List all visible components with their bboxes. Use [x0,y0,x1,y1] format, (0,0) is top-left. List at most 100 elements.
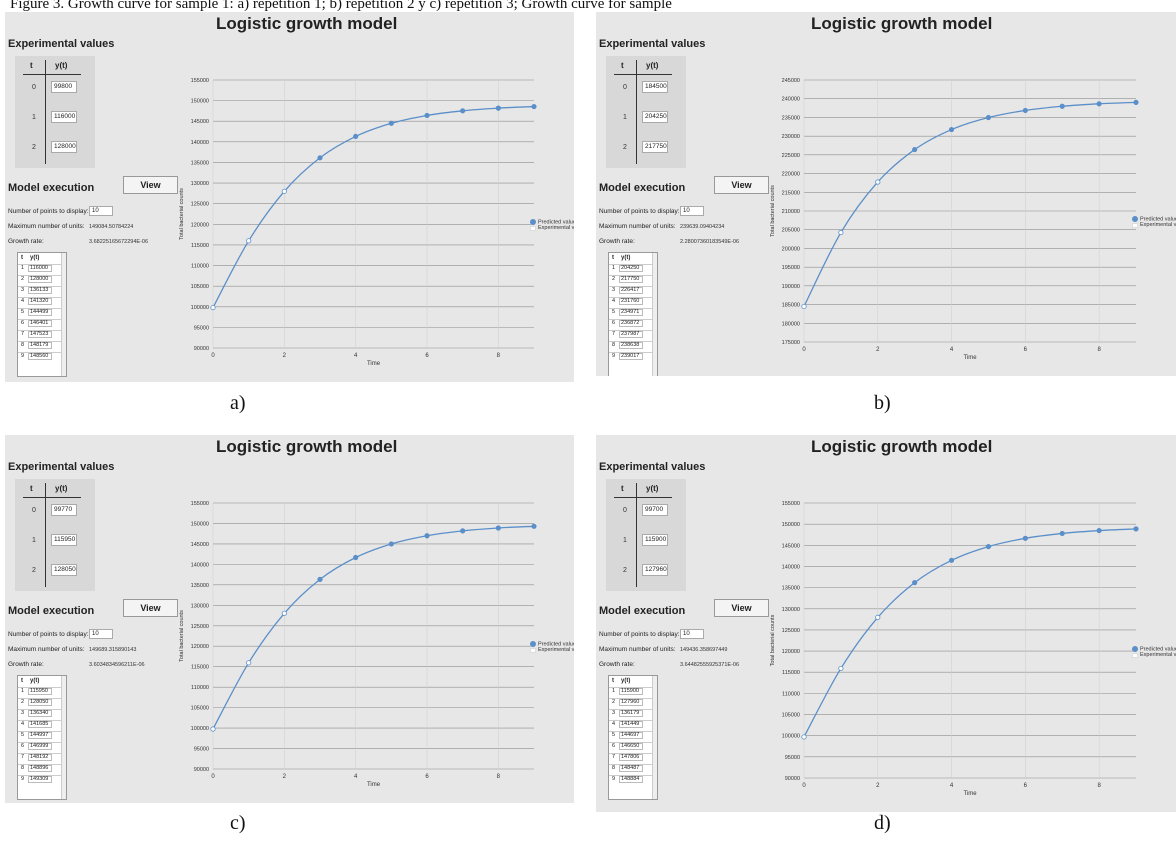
row-y-value: 115950 [28,688,52,695]
results-table[interactable]: t y(t) 1 116000 2 128000 3 136133 4 141320 5 144499… [17,252,67,377]
row-t-value: 7 [612,754,616,760]
results-table[interactable]: t y(t) 1 204250 2 217750 3 226417 4 231760 5 234971… [608,252,658,376]
exp-y-input[interactable]: 204250 [642,111,668,123]
table-row[interactable]: 4 141685 [18,720,62,728]
table-row[interactable]: 4 231760 [609,297,653,305]
exp-y-input[interactable]: 115900 [642,534,668,546]
table-row[interactable]: 5 144997 [18,731,62,739]
y-tick-label: 135000 [191,160,209,166]
table-row[interactable]: 3 136179 [609,709,653,717]
exp-y-input[interactable]: 184500 [642,81,668,93]
table-row[interactable]: 6 146401 [18,319,62,327]
table-row[interactable]: 8 148487 [609,764,653,772]
table-row[interactable]: 3 136340 [18,709,62,717]
y-tick-label: 155000 [191,78,209,84]
table-row[interactable]: 2 128050 [18,698,62,706]
table-row[interactable]: 5 144697 [609,731,653,739]
data-point-predicted [1096,527,1102,534]
model-execution-label: Model execution [8,605,95,617]
table-row[interactable]: 8 148896 [18,764,62,772]
table-row[interactable]: 6 236872 [609,319,653,327]
x-tick-label: 0 [802,783,806,789]
results-header-y: y(t) [30,255,40,261]
y-tick-label: 125000 [782,628,800,634]
table-row[interactable]: 7 147523 [18,330,62,338]
points-input[interactable]: 10 [680,206,704,216]
growth-rate-label: Growth rate: [8,238,44,245]
x-tick-label: 0 [211,774,215,780]
exp-y-input[interactable]: 99800 [51,81,77,93]
exp-y-input[interactable]: 217750 [642,141,668,153]
table-row[interactable]: 3 136133 [18,286,62,294]
view-button[interactable]: View [714,599,769,617]
row-y-value: 128050 [28,699,52,706]
data-point-experimental [246,660,252,666]
table-row[interactable]: 5 234971 [609,308,653,316]
data-point-predicted [317,576,323,582]
row-t-value: 6 [612,320,616,326]
table-row[interactable]: 1 204250 [609,264,653,272]
exp-y-input[interactable]: 99770 [51,504,77,516]
results-table[interactable]: t y(t) 1 115900 2 127960 3 136179 4 141449 5 144697… [608,675,658,800]
table-row[interactable]: 1 115950 [18,687,62,695]
table-row[interactable]: 3 226417 [609,286,653,294]
y-tick-label: 220000 [782,172,800,178]
results-scrollbar[interactable] [652,253,657,376]
table-row[interactable]: 8 238638 [609,341,653,349]
table-row[interactable]: 4 141320 [18,297,62,305]
row-t-value: 1 [612,688,616,694]
results-scrollbar[interactable] [61,253,66,376]
row-y-value: 136179 [619,710,643,717]
table-row[interactable]: 5 144499 [18,308,62,316]
results-header-y: y(t) [621,255,631,261]
data-point-experimental [838,665,844,672]
results-header-t: t [612,255,614,261]
table-row[interactable]: 2 127960 [609,698,653,706]
legend-label: Experimental values [1140,222,1176,229]
table-row[interactable]: 9 148560 [18,352,62,360]
results-scrollbar[interactable] [61,676,66,799]
table-row[interactable]: 8 148179 [18,341,62,349]
table-row[interactable]: 9 149309 [18,775,62,783]
data-point-predicted [1059,103,1065,109]
table-row[interactable]: 7 237987 [609,330,653,338]
table-row[interactable]: 9 148884 [609,775,653,783]
panel-sublabel: a) [230,392,246,414]
results-table[interactable]: t y(t) 1 115950 2 128050 3 136340 4 141685 5 144997… [17,675,67,800]
table-row[interactable]: 2 217750 [609,275,653,283]
y-tick-label: 175000 [782,340,800,346]
table-row[interactable]: 4 141449 [609,720,653,728]
exp-y-input[interactable]: 99700 [642,504,668,516]
table-row[interactable]: 7 148192 [18,753,62,761]
row-y-value: 146650 [619,743,643,750]
points-input[interactable]: 10 [89,206,113,216]
exp-y-input[interactable]: 116000 [51,111,77,123]
table-row[interactable]: 1 116000 [18,264,62,272]
table-row[interactable]: 6 146650 [609,742,653,750]
exp-table-divider-vertical [636,60,637,164]
table-row[interactable]: 6 146999 [18,742,62,750]
view-button[interactable]: View [123,599,178,617]
results-scrollbar[interactable] [652,676,657,799]
window-title: Logistic growth model [811,14,993,33]
view-button[interactable]: View [714,176,769,194]
legend-item-experimental: Experimental values [1132,222,1176,228]
legend-item-experimental: Experimental values [530,647,574,653]
row-t-value: 3 [21,710,25,716]
exp-y-input[interactable]: 115950 [51,534,77,546]
exp-y-input[interactable]: 128000 [51,141,77,153]
exp-table-divider-horizontal [614,74,672,75]
table-row[interactable]: 9 239017 [609,352,653,360]
row-y-value: 116000 [28,265,52,272]
exp-header-t: t [30,61,33,70]
y-tick-label: 155000 [782,501,800,507]
table-row[interactable]: 2 128000 [18,275,62,283]
view-button[interactable]: View [123,176,178,194]
exp-y-input[interactable]: 128050 [51,564,77,576]
points-input[interactable]: 10 [89,629,113,639]
table-row[interactable]: 1 115900 [609,687,653,695]
y-tick-label: 90000 [194,767,209,773]
points-input[interactable]: 10 [680,629,704,639]
exp-y-input[interactable]: 127960 [642,564,668,576]
table-row[interactable]: 7 147806 [609,753,653,761]
